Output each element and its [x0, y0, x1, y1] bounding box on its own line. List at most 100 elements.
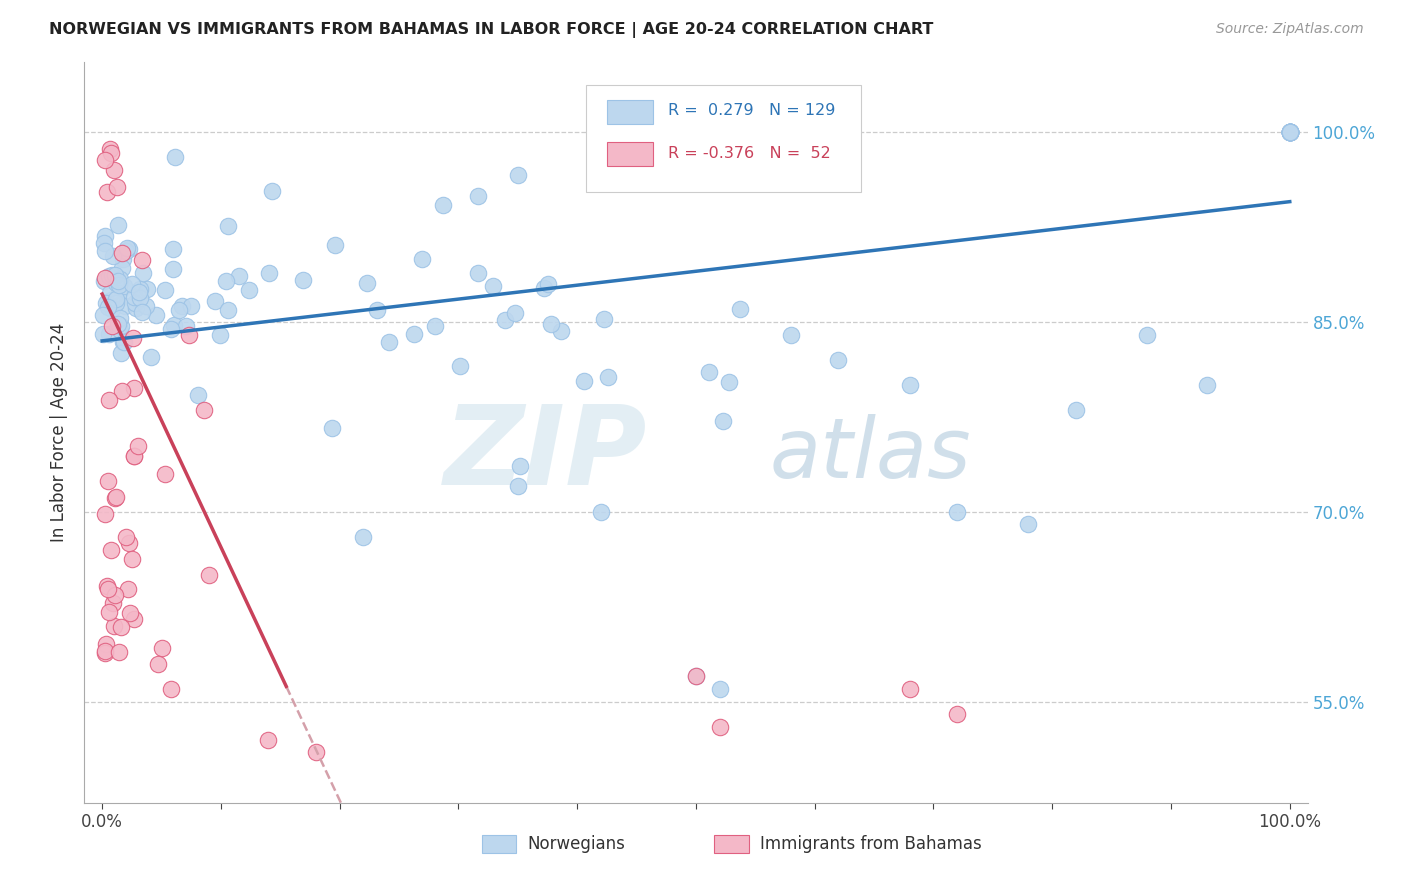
Point [110, 318, 132, 333]
Point [179, 327, 201, 342]
Point [132, 266, 155, 280]
Point [159, 322, 181, 336]
Point [131, 304, 153, 318]
Point [94, 244, 117, 259]
Point [432, 198, 454, 212]
Text: atlas: atlas [769, 414, 972, 495]
Point [402, 327, 425, 342]
Point [98, 327, 121, 342]
Point [509, 458, 531, 473]
Point [108, 286, 131, 301]
Point [105, 490, 128, 504]
Point [352, 530, 374, 544]
Point [148, 657, 170, 671]
Point [898, 681, 921, 696]
Point [93, 308, 115, 322]
Point [533, 280, 555, 294]
Point [162, 242, 184, 256]
Point [1278, 125, 1301, 139]
Point [107, 274, 129, 288]
Text: R =  0.279   N = 129: R = 0.279 N = 129 [668, 103, 835, 118]
Point [96, 296, 118, 310]
Point [356, 277, 378, 291]
Point [411, 252, 433, 267]
Point [114, 299, 136, 313]
Point [97, 301, 120, 315]
Point [136, 282, 159, 296]
Point [118, 536, 141, 550]
Point [827, 352, 849, 367]
Point [257, 266, 280, 280]
Point [103, 491, 125, 505]
Point [898, 378, 921, 392]
Point [122, 331, 145, 345]
Text: Immigrants from Bahamas: Immigrants from Bahamas [759, 835, 981, 854]
Point [103, 619, 125, 633]
Point [128, 285, 150, 299]
Point [100, 293, 122, 307]
Point [118, 242, 141, 256]
Point [685, 669, 707, 683]
Point [104, 295, 127, 310]
Text: Source: ZipAtlas.com: Source: ZipAtlas.com [1216, 22, 1364, 37]
Point [423, 319, 446, 334]
Point [122, 449, 145, 463]
Point [467, 266, 489, 280]
Point [366, 303, 388, 318]
Point [103, 162, 125, 177]
Point [482, 279, 505, 293]
Point [135, 299, 157, 313]
Point [96, 637, 118, 651]
Point [1278, 125, 1301, 139]
Point [709, 681, 731, 696]
Point [111, 246, 134, 260]
Point [717, 375, 740, 389]
Point [162, 318, 184, 332]
Point [105, 277, 128, 291]
Point [506, 479, 529, 493]
Point [685, 669, 707, 683]
Point [110, 619, 132, 633]
Point [100, 146, 122, 161]
Point [467, 188, 489, 202]
Point [946, 505, 969, 519]
Point [93, 153, 115, 167]
Point [121, 552, 143, 566]
Point [153, 467, 176, 481]
Point [1278, 125, 1301, 139]
Point [93, 507, 115, 521]
Point [103, 248, 125, 262]
FancyBboxPatch shape [586, 85, 860, 192]
Point [108, 645, 131, 659]
Point [93, 229, 115, 244]
Point [209, 327, 232, 342]
Point [150, 640, 173, 655]
Point [204, 293, 226, 308]
Point [96, 186, 118, 200]
Point [98, 268, 121, 283]
Point [93, 274, 115, 288]
Point [592, 312, 614, 326]
Y-axis label: In Labor Force | Age 20-24: In Labor Force | Age 20-24 [51, 323, 69, 542]
FancyBboxPatch shape [606, 143, 654, 166]
Point [97, 582, 120, 596]
Point [257, 732, 280, 747]
Point [145, 308, 167, 322]
Text: NORWEGIAN VS IMMIGRANTS FROM BAHAMAS IN LABOR FORCE | AGE 20-24 CORRELATION CHAR: NORWEGIAN VS IMMIGRANTS FROM BAHAMAS IN … [49, 22, 934, 38]
Point [129, 282, 152, 296]
Point [193, 403, 215, 417]
Point [100, 543, 122, 558]
Point [180, 299, 202, 313]
Point [1064, 403, 1087, 417]
Point [107, 317, 129, 331]
Point [1195, 378, 1218, 392]
Point [153, 283, 176, 297]
Text: ZIP: ZIP [443, 401, 647, 508]
Point [117, 241, 139, 255]
Point [449, 359, 471, 374]
Point [494, 313, 516, 327]
Point [115, 530, 138, 544]
Point [167, 302, 190, 317]
Point [131, 253, 153, 268]
Point [125, 301, 148, 316]
